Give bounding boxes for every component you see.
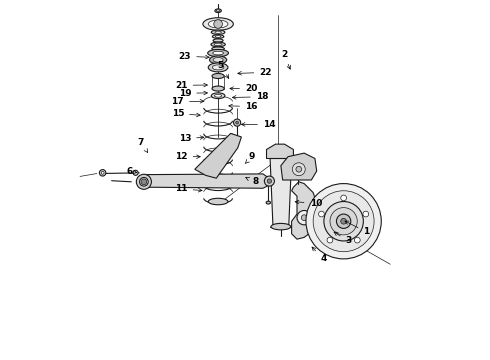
Ellipse shape (215, 36, 221, 37)
Text: 14: 14 (242, 120, 275, 129)
Text: 12: 12 (175, 152, 200, 161)
Polygon shape (281, 153, 317, 180)
Ellipse shape (213, 58, 223, 62)
Ellipse shape (208, 20, 228, 28)
Ellipse shape (208, 198, 228, 205)
Circle shape (265, 176, 274, 186)
Polygon shape (145, 174, 270, 188)
Circle shape (330, 208, 357, 235)
Text: 22: 22 (238, 68, 272, 77)
Ellipse shape (213, 51, 223, 55)
Circle shape (296, 166, 302, 172)
Ellipse shape (212, 86, 224, 91)
Circle shape (301, 215, 307, 221)
Circle shape (99, 170, 106, 176)
Circle shape (133, 170, 138, 175)
Ellipse shape (213, 39, 223, 42)
Circle shape (306, 184, 381, 259)
Circle shape (141, 179, 147, 185)
Circle shape (318, 211, 324, 217)
Ellipse shape (136, 174, 151, 189)
Ellipse shape (215, 31, 221, 33)
Ellipse shape (266, 201, 270, 204)
Ellipse shape (140, 177, 148, 186)
Circle shape (363, 211, 368, 217)
Circle shape (341, 219, 346, 224)
Text: 21: 21 (175, 81, 207, 90)
Ellipse shape (215, 94, 221, 97)
Text: 17: 17 (172, 97, 204, 106)
Circle shape (101, 171, 104, 174)
Ellipse shape (208, 63, 228, 72)
Ellipse shape (203, 18, 233, 30)
Text: 11: 11 (175, 184, 202, 193)
Ellipse shape (210, 56, 227, 64)
Text: 13: 13 (179, 134, 204, 143)
Circle shape (214, 20, 222, 28)
Text: 20: 20 (230, 84, 257, 93)
Circle shape (297, 211, 311, 225)
Circle shape (234, 119, 241, 126)
Text: 8: 8 (245, 177, 258, 186)
Text: 9: 9 (245, 152, 255, 163)
Polygon shape (270, 158, 292, 226)
Ellipse shape (211, 30, 225, 35)
Polygon shape (195, 134, 242, 178)
Text: 7: 7 (137, 138, 147, 153)
Text: 16: 16 (229, 102, 258, 111)
Circle shape (313, 191, 374, 252)
Polygon shape (292, 182, 318, 239)
Circle shape (293, 163, 305, 176)
Circle shape (236, 121, 239, 124)
Ellipse shape (212, 47, 224, 50)
Ellipse shape (208, 49, 228, 57)
Ellipse shape (215, 9, 221, 13)
Text: 6: 6 (126, 167, 137, 176)
Ellipse shape (212, 73, 224, 78)
Circle shape (354, 237, 360, 243)
Ellipse shape (216, 10, 220, 12)
Circle shape (337, 214, 351, 228)
Text: 4: 4 (312, 247, 327, 264)
Circle shape (327, 237, 333, 243)
Ellipse shape (212, 35, 224, 39)
Text: 5: 5 (217, 61, 229, 78)
Circle shape (294, 167, 302, 175)
Text: 15: 15 (172, 109, 200, 118)
Text: 19: 19 (178, 89, 207, 98)
Ellipse shape (214, 43, 222, 46)
Ellipse shape (271, 224, 291, 230)
Circle shape (341, 195, 346, 201)
Circle shape (324, 202, 364, 241)
Ellipse shape (211, 42, 225, 47)
Text: 3: 3 (334, 232, 352, 246)
Text: 10: 10 (295, 199, 322, 208)
Circle shape (267, 179, 271, 183)
Text: 18: 18 (232, 92, 268, 101)
Text: 1: 1 (345, 221, 369, 237)
Text: 23: 23 (179, 52, 209, 61)
Ellipse shape (212, 65, 224, 70)
Polygon shape (267, 144, 294, 158)
Text: 2: 2 (281, 50, 291, 69)
Ellipse shape (211, 93, 225, 99)
